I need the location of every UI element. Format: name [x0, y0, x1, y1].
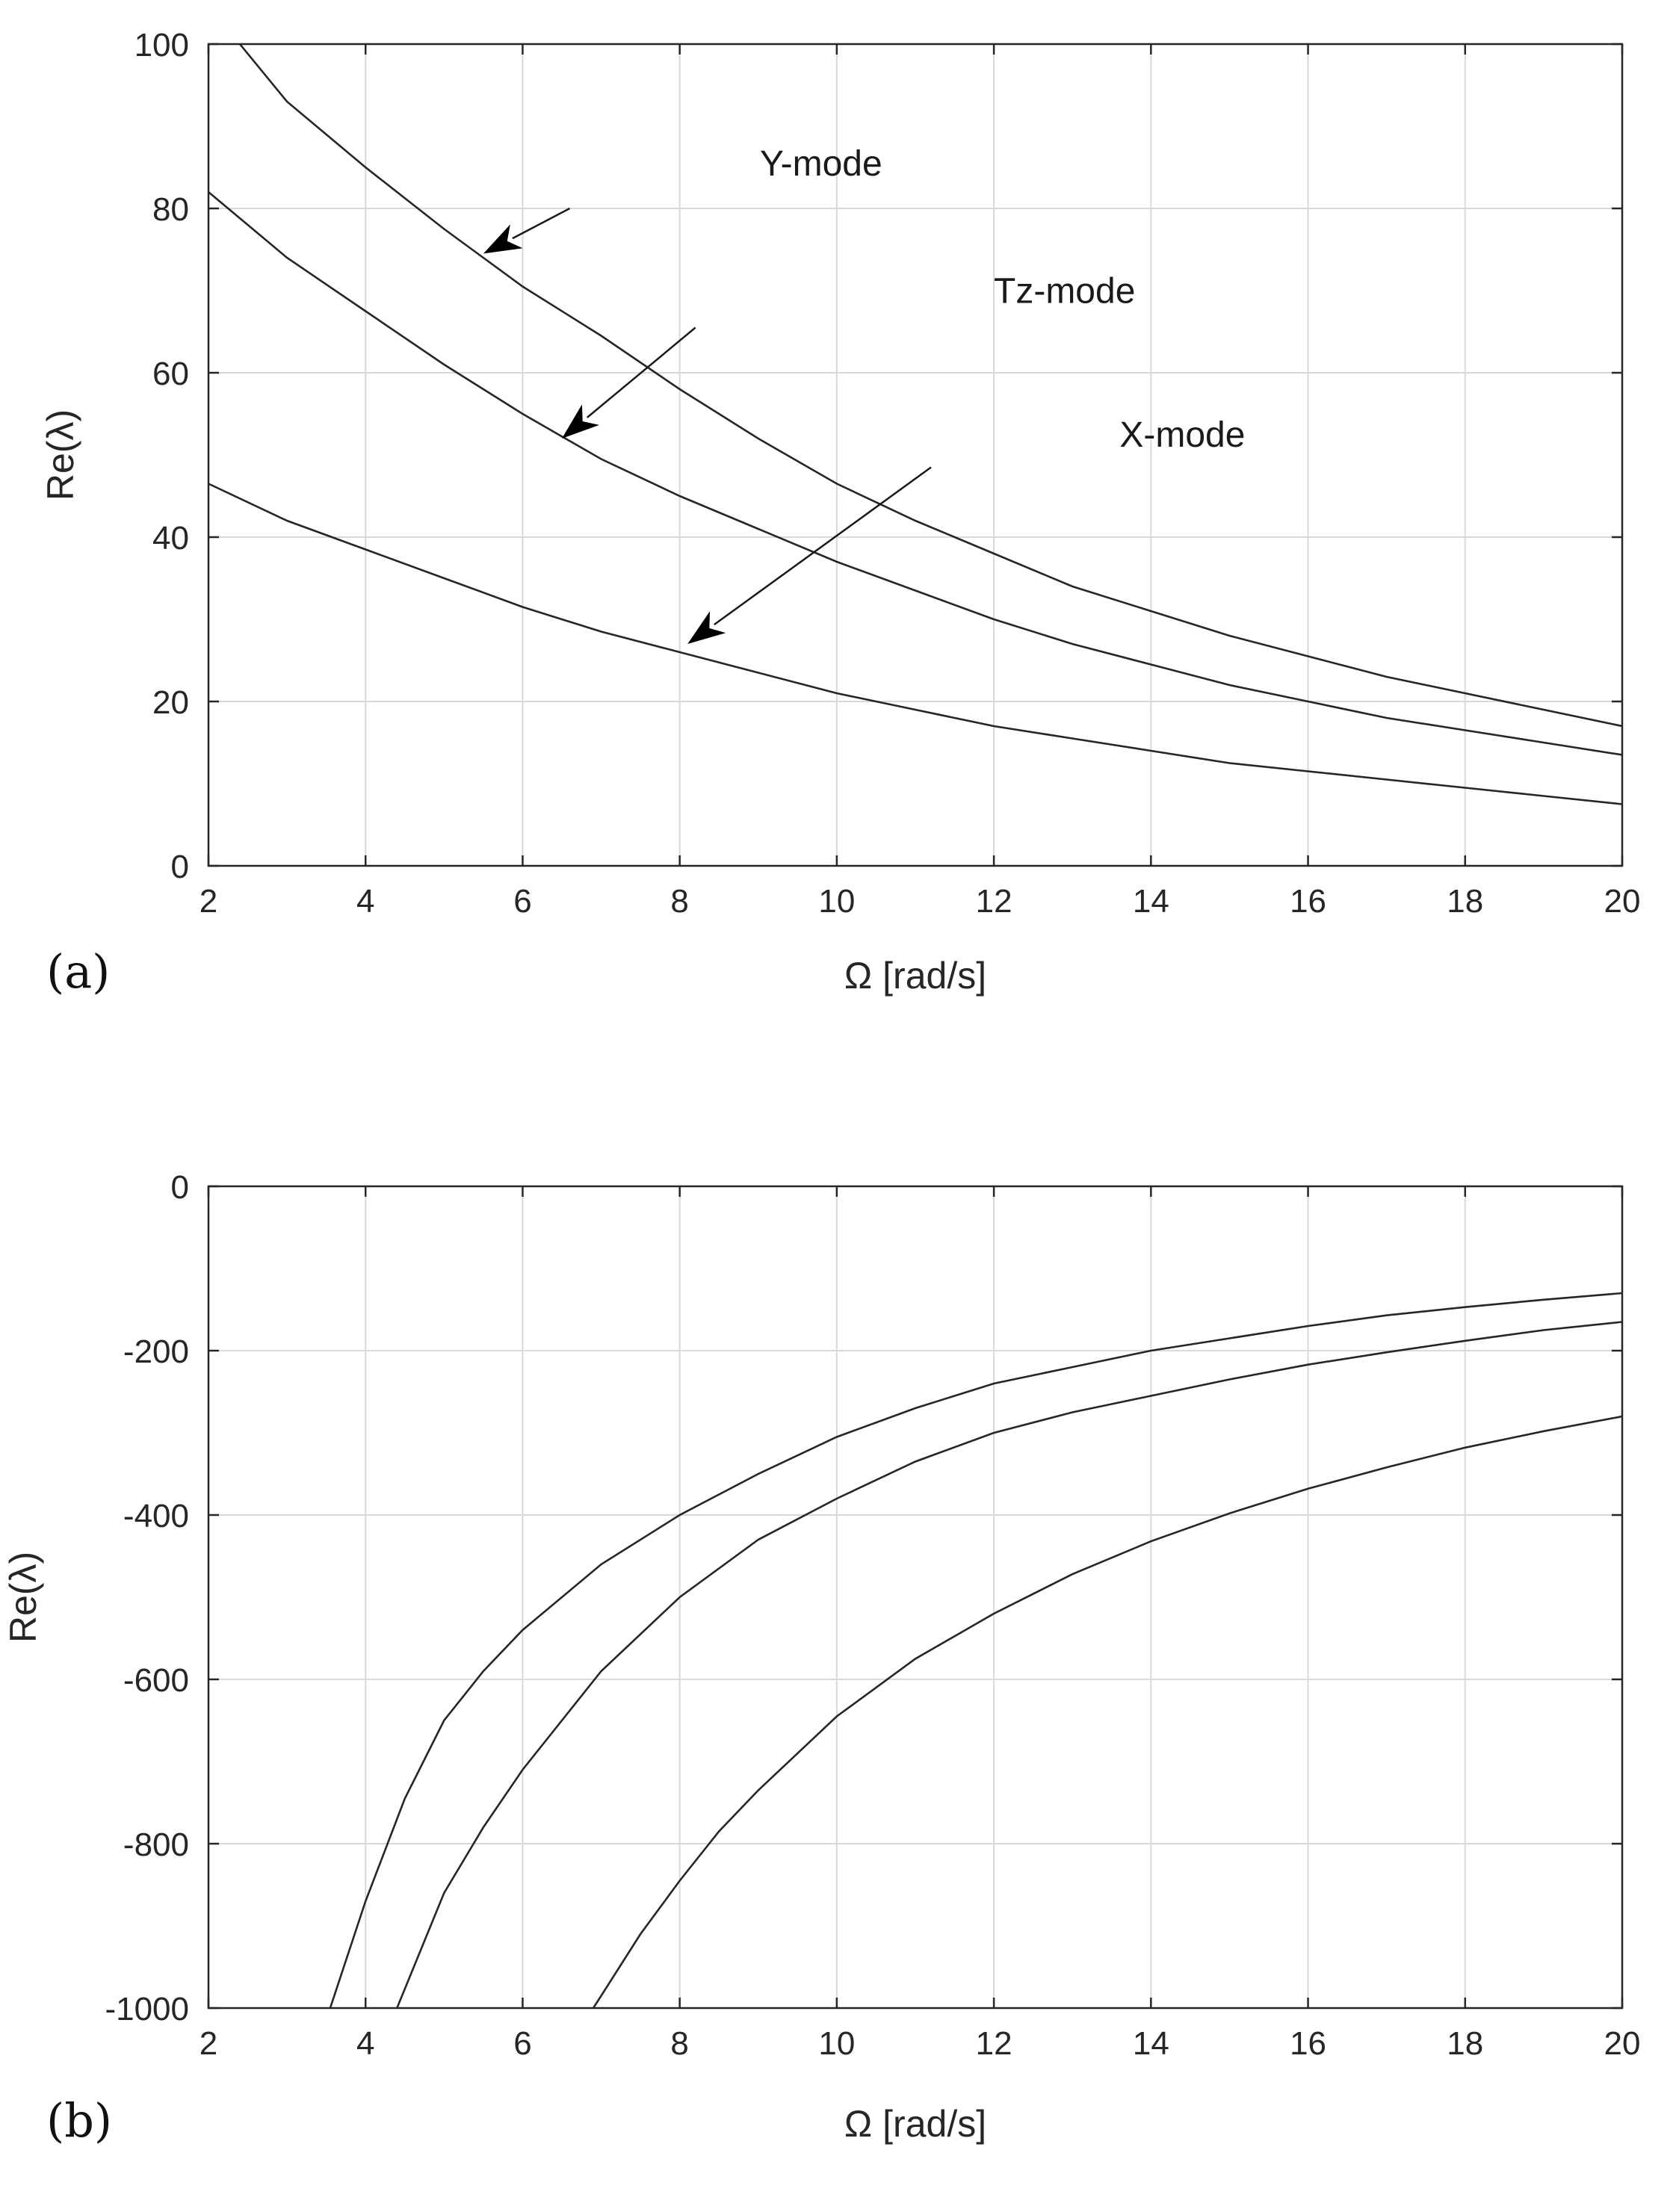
y-tick-label: 60 — [152, 356, 189, 392]
axes-box — [207, 43, 1624, 867]
series-line-curve-3 — [592, 1415, 1622, 2008]
x-tick-label: 20 — [1604, 2025, 1641, 2062]
y-tick-label: 0 — [171, 1169, 189, 1206]
x-tick-label: 8 — [670, 2025, 688, 2062]
annotation-arrow-head-x-mode — [687, 611, 726, 644]
x-tick-label: 2 — [200, 883, 217, 920]
y-tick-label: -600 — [123, 1662, 189, 1699]
y-tick-label: 100 — [134, 27, 189, 63]
x-tick-label: 20 — [1604, 883, 1641, 920]
series-line-x-mode — [208, 483, 1622, 805]
x-tick-label: 8 — [670, 883, 688, 920]
x-tick-label: 6 — [513, 2025, 531, 2062]
x-tick-label: 12 — [976, 2025, 1012, 2062]
series-line-y-mode — [238, 44, 1622, 728]
y-tick-label: 80 — [152, 191, 189, 228]
series-line-tz-mode — [208, 191, 1622, 756]
axes-box — [207, 1185, 1624, 2010]
y-tick-label: 20 — [152, 684, 189, 721]
x-tick-label: 4 — [356, 883, 374, 920]
y-tick-label: 0 — [171, 849, 189, 885]
y-tick-label: -200 — [123, 1333, 189, 1370]
x-axis-label: Ω [rad/s] — [844, 2103, 986, 2145]
x-tick-label: 4 — [356, 2025, 374, 2062]
x-tick-label: 14 — [1133, 2025, 1169, 2062]
x-tick-label: 2 — [200, 2025, 217, 2062]
x-tick-label: 10 — [818, 883, 855, 920]
annotation-arrow-head-tz-mode — [562, 404, 599, 439]
series-group — [329, 1292, 1622, 2008]
series-line-curve-2 — [396, 1321, 1622, 2008]
y-tick-label: -1000 — [105, 1991, 189, 2027]
x-tick-label: 16 — [1290, 883, 1326, 920]
x-tick-label: 14 — [1133, 883, 1169, 920]
x-tick-label: 18 — [1447, 883, 1483, 920]
annotation-label-y-mode: Y-mode — [760, 144, 882, 184]
annotation-label-tz-mode: Tz-mode — [994, 272, 1135, 312]
x-axis-label: Ω [rad/s] — [844, 955, 986, 997]
x-tick-label: 6 — [513, 883, 531, 920]
x-tick-label: 16 — [1290, 2025, 1326, 2062]
series-line-curve-1 — [329, 1292, 1622, 2008]
annotation-label-x-mode: X-mode — [1119, 415, 1245, 455]
x-tick-label: 12 — [976, 883, 1012, 920]
x-tick-label: 18 — [1447, 2025, 1483, 2062]
chart-panel-a: 2 4 6 8 10 12 14 16 18 20 0 20 40 60 80 100 Ω [rad/s] Re(… — [40, 27, 1641, 999]
annotation-arrow-shaft-x-mode — [714, 466, 932, 626]
x-tick-label: 10 — [818, 2025, 855, 2062]
y-tick-label: 40 — [152, 520, 189, 557]
annotation-arrow-shaft-tz-mode — [587, 326, 696, 418]
y-axis-label: Re(λ) — [2, 1552, 44, 1643]
series-group — [208, 44, 1622, 805]
chart-panel-b: 2 4 6 8 10 12 14 16 18 20 -1000 -800 -600 -400 -200 0 Ω … — [2, 1169, 1640, 2148]
y-tick-label: -400 — [123, 1498, 189, 1534]
y-axis-label: Re(λ) — [40, 409, 81, 501]
y-tick-label: -800 — [123, 1827, 189, 1863]
annotation-arrow-head-y-mode — [483, 224, 523, 254]
panel-label: (a) — [46, 944, 110, 999]
annotation-arrow-shaft-y-mode — [512, 207, 571, 240]
panel-label: (b) — [46, 2093, 112, 2148]
